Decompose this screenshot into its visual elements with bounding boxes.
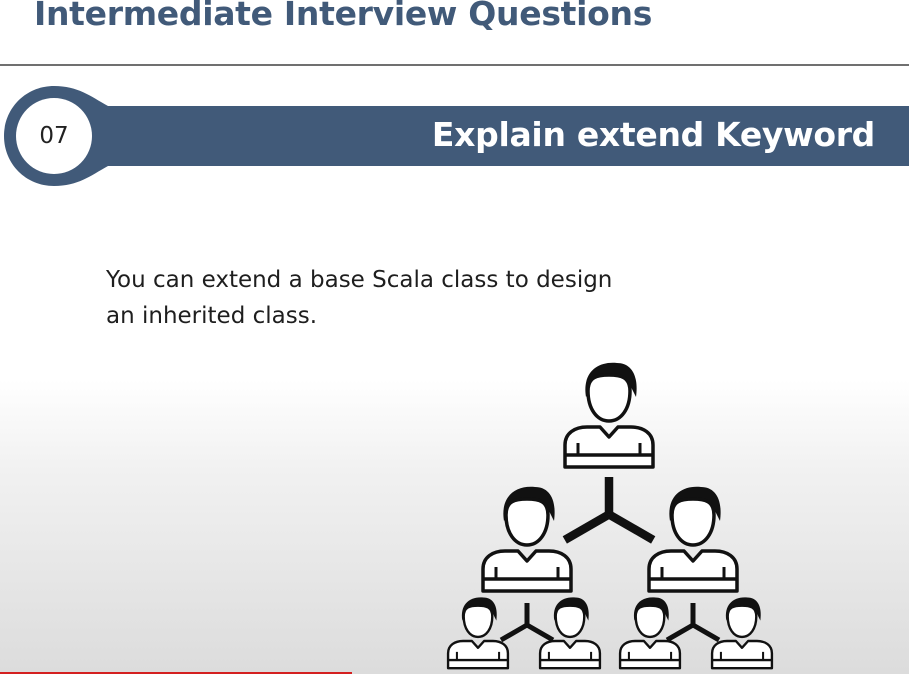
title-divider xyxy=(0,64,909,66)
page-title: Intermediate Interview Questions xyxy=(34,0,653,33)
question-banner xyxy=(4,86,909,186)
answer-line: You can extend a base Scala class to des… xyxy=(106,267,613,293)
people-hierarchy-icon xyxy=(446,361,774,670)
video-progress-bar[interactable] xyxy=(0,672,352,674)
answer-line: an inherited class. xyxy=(106,303,318,329)
question-title: Explain extend Keyword xyxy=(431,115,875,154)
question-number: 07 xyxy=(39,123,69,149)
answer-text: You can extend a base Scala class to des… xyxy=(106,262,706,334)
